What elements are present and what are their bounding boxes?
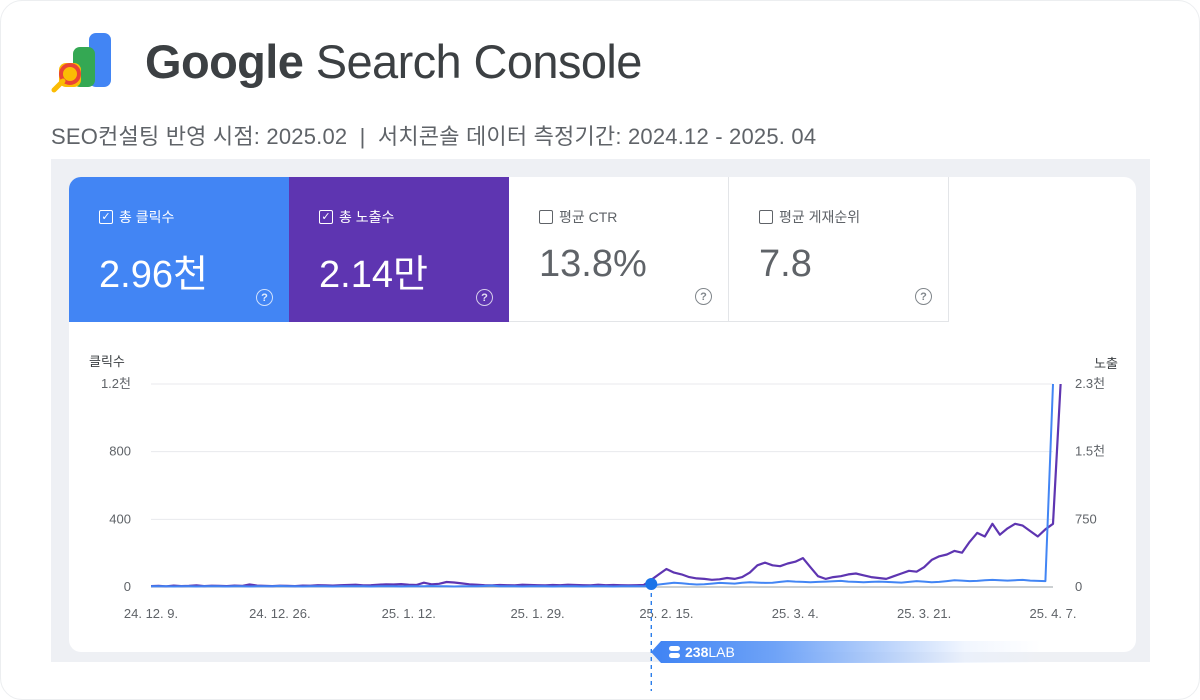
metric-card-average-ctr[interactable]: 평균 CTR 13.8% ?	[509, 177, 729, 322]
metric-label: 총 노출수	[339, 209, 395, 225]
search-console-logo-icon	[49, 29, 123, 93]
watermark-badge: 238LAB	[651, 641, 1041, 663]
y-left-axis-title: 클릭수	[89, 354, 125, 369]
metric-cards: ✓ 총 클릭수 2.96천 ? ✓ 총 노출수 2.14만 ? 평균 CTR 13.…	[69, 177, 949, 322]
subtitle: SEO컨설팅 반영 시점: 2025.02 | 서치콘솔 데이터 측정기간: 2…	[51, 119, 816, 151]
y-left-tick-label: 400	[109, 511, 131, 526]
y-left-tick-label: 0	[124, 579, 131, 594]
metric-value: 13.8%	[539, 243, 647, 285]
brand-google: Google	[145, 34, 304, 88]
checkbox-unchecked-icon[interactable]	[539, 210, 553, 224]
y-right-axis-title: 노출	[1094, 356, 1118, 371]
metric-label: 총 클릭수	[119, 209, 175, 225]
performance-panel: ✓ 총 클릭수 2.96천 ? ✓ 총 노출수 2.14만 ? 평균 CTR 13.…	[69, 177, 1136, 652]
help-icon[interactable]: ?	[695, 288, 712, 305]
y-left-tick-label: 800	[109, 444, 131, 459]
x-tick-label: 25. 3. 4.	[772, 606, 819, 621]
brand-title: Google Search Console	[145, 34, 642, 89]
subtitle-consulting-date: SEO컨설팅 반영 시점: 2025.02	[51, 124, 348, 149]
metric-card-total-clicks[interactable]: ✓ 총 클릭수 2.96천 ?	[69, 177, 289, 322]
page-header: Google Search Console	[49, 29, 642, 93]
subtitle-separator: |	[359, 124, 366, 149]
logo-svg	[51, 33, 111, 93]
y-left-tick-label: 1.2천	[101, 376, 131, 391]
metric-card-total-impressions[interactable]: ✓ 총 노출수 2.14만 ?	[289, 177, 509, 322]
x-tick-label: 25. 4. 7.	[1030, 606, 1077, 621]
y-right-tick-label: 1.5천	[1075, 444, 1105, 459]
checkbox-checked-icon[interactable]: ✓	[319, 210, 333, 224]
x-tick-label: 24. 12. 9.	[124, 606, 178, 621]
help-icon[interactable]: ?	[915, 288, 932, 305]
watermark-number: 238	[685, 644, 709, 660]
x-tick-label: 25. 1. 29.	[510, 606, 564, 621]
help-icon[interactable]: ?	[256, 289, 273, 306]
x-tick-label: 24. 12. 26.	[249, 606, 310, 621]
checkbox-unchecked-icon[interactable]	[759, 210, 773, 224]
watermark-arrow	[651, 641, 661, 663]
metric-value: 7.8	[759, 243, 812, 285]
y-right-tick-label: 0	[1075, 579, 1082, 594]
y-right-tick-label: 2.3천	[1075, 376, 1105, 391]
x-tick-label: 25. 2. 15.	[639, 606, 693, 621]
x-tick-label: 25. 3. 21.	[897, 606, 951, 621]
series-clicks-line	[150, 383, 1054, 588]
brand-product: Search Console	[303, 34, 643, 88]
metric-card-average-position[interactable]: 평균 게재순위 7.8 ?	[729, 177, 949, 322]
metric-value: 2.14만	[319, 254, 428, 296]
watermark-logo-icon	[669, 646, 680, 658]
metric-value: 2.96천	[99, 254, 208, 296]
series-impressions-line	[150, 383, 1062, 588]
consulting-start-marker-dot	[645, 578, 658, 590]
help-icon[interactable]: ?	[476, 289, 493, 306]
watermark-lab: LAB	[708, 644, 735, 660]
x-tick-label: 25. 1. 12.	[382, 606, 436, 621]
metric-label: 평균 CTR	[559, 209, 618, 225]
y-right-tick-label: 750	[1075, 511, 1097, 526]
checkbox-checked-icon[interactable]: ✓	[99, 210, 113, 224]
metric-label: 평균 게재순위	[779, 209, 861, 225]
subtitle-measure-period: 서치콘솔 데이터 측정기간: 2024.12 - 2025. 04	[377, 124, 817, 149]
